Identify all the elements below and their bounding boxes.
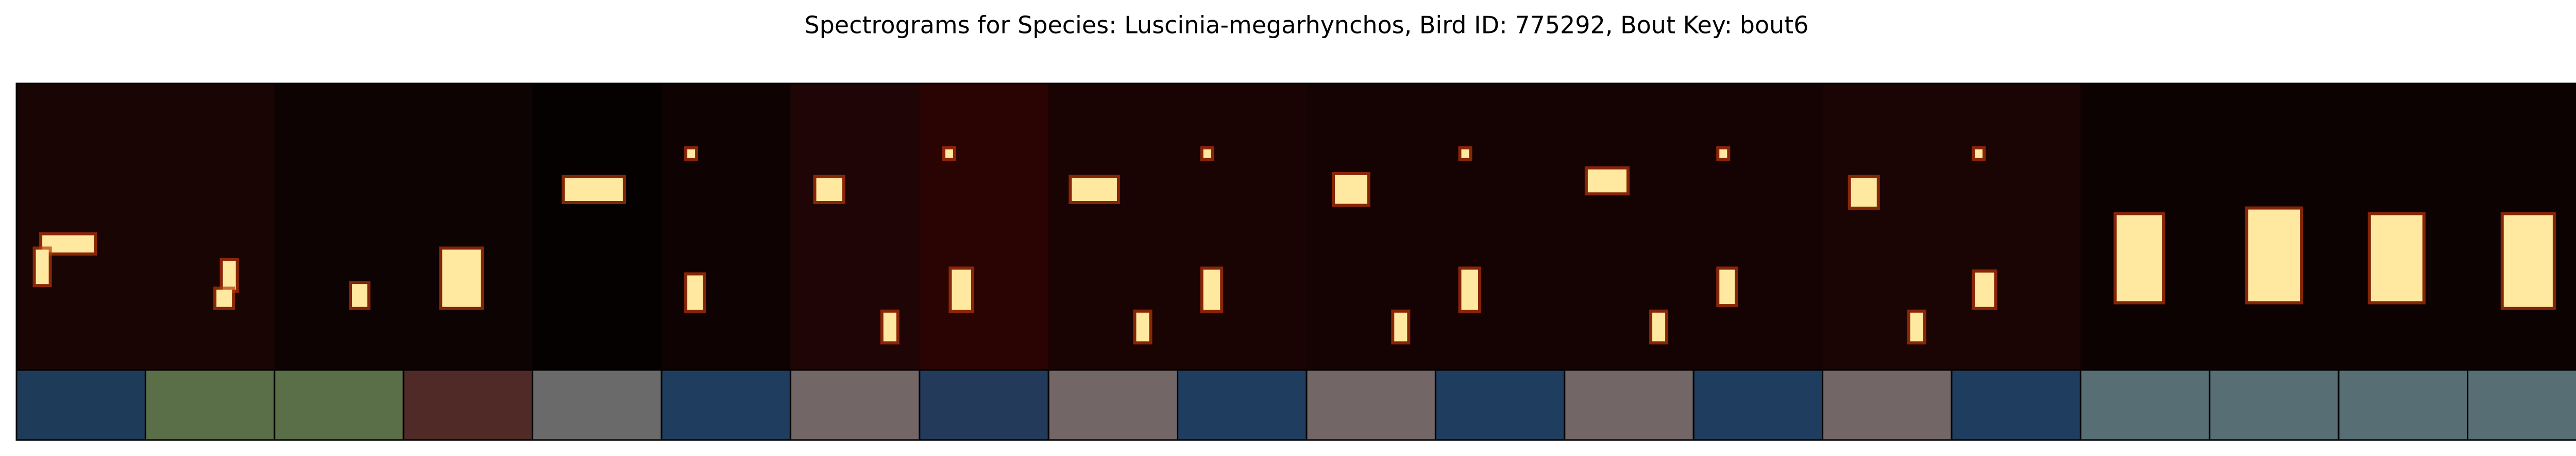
spectrogram-blob bbox=[565, 178, 623, 201]
spectrogram-panel bbox=[1822, 83, 1952, 370]
spectrogram-blob bbox=[1394, 312, 1408, 342]
spectrogram-panel bbox=[790, 83, 920, 370]
spectrogram-panel bbox=[919, 83, 1049, 370]
spectrogram-blob bbox=[687, 275, 703, 310]
spectrogram-blob bbox=[1910, 312, 1923, 342]
spectrogram-panel bbox=[1177, 83, 1307, 370]
label-box bbox=[1047, 369, 1179, 441]
spectrogram-panel bbox=[1952, 83, 2081, 370]
spectrogram-blob bbox=[2370, 215, 2422, 301]
spectrogram-panel bbox=[1435, 83, 1565, 370]
label-box bbox=[1822, 369, 1953, 441]
spectrogram-panel bbox=[403, 83, 533, 370]
spectrogram-blob bbox=[1719, 149, 1727, 158]
label-box bbox=[2079, 369, 2211, 441]
spectrogram-blob bbox=[816, 178, 842, 201]
spectrogram-blob bbox=[1719, 269, 1735, 305]
spectrogram-blob bbox=[216, 290, 232, 307]
spectrogram-blob bbox=[1335, 175, 1367, 204]
spectrogram-blob bbox=[1203, 149, 1211, 158]
spectrogram-blob bbox=[945, 149, 953, 158]
spectrogram-blob bbox=[2503, 215, 2553, 307]
spectrogram-blob bbox=[1652, 312, 1666, 342]
figure-title: Spectrograms for Species: Luscinia-megar… bbox=[804, 11, 1808, 39]
spectrogram-panel bbox=[532, 83, 662, 370]
spectrogram-panel bbox=[1564, 83, 1694, 370]
spectrogram-blob bbox=[1136, 312, 1149, 342]
label-box bbox=[1177, 369, 1308, 441]
spectrogram-panel bbox=[1307, 83, 1436, 370]
spectrogram-blob bbox=[883, 312, 896, 342]
spectrogram-panel bbox=[274, 83, 404, 370]
spectrogram-panel bbox=[16, 83, 146, 370]
label-box bbox=[15, 369, 146, 441]
label-box bbox=[274, 369, 404, 441]
spectrogram-blob bbox=[2116, 215, 2162, 301]
spectrogram-blob bbox=[1203, 269, 1221, 310]
label-box bbox=[2209, 369, 2340, 441]
spectrogram-blob bbox=[1461, 149, 1469, 158]
label-box bbox=[144, 369, 276, 441]
spectrogram-panel bbox=[1048, 83, 1178, 370]
spectrogram-blob bbox=[1975, 272, 1994, 307]
spectrogram-blob bbox=[1072, 178, 1117, 201]
spectrogram-blob bbox=[952, 269, 971, 310]
label-box bbox=[402, 369, 534, 441]
spectrogram-blob bbox=[442, 249, 481, 307]
label-box bbox=[1564, 369, 1694, 441]
spectrogram-panel bbox=[1693, 83, 1823, 370]
spectrogram-panel bbox=[662, 83, 791, 370]
label-box bbox=[1434, 369, 1566, 441]
spectrogram-blob bbox=[1587, 169, 1626, 193]
spectrogram-blob bbox=[687, 149, 696, 158]
label-box bbox=[1692, 369, 1824, 441]
spectrogram-frame bbox=[15, 82, 2576, 371]
label-box bbox=[1306, 369, 1436, 441]
spectrogram-blob bbox=[2248, 209, 2300, 301]
spectrogram-blob bbox=[1975, 149, 1983, 158]
spectrogram-panel bbox=[145, 83, 275, 370]
label-box bbox=[532, 369, 663, 441]
spectrogram-blob bbox=[223, 261, 236, 290]
spectrogram-blob bbox=[1851, 178, 1877, 207]
label-box bbox=[660, 369, 791, 441]
label-box bbox=[2337, 369, 2469, 441]
label-box bbox=[2467, 369, 2576, 441]
spectrogram-row bbox=[16, 83, 2576, 370]
spectrogram-blob bbox=[1461, 269, 1479, 310]
label-row bbox=[15, 369, 2576, 441]
label-box bbox=[1951, 369, 2081, 441]
label-box bbox=[919, 369, 1049, 441]
label-box bbox=[789, 369, 921, 441]
spectrogram-blob bbox=[352, 284, 368, 307]
spectrogram-blob bbox=[36, 249, 49, 284]
